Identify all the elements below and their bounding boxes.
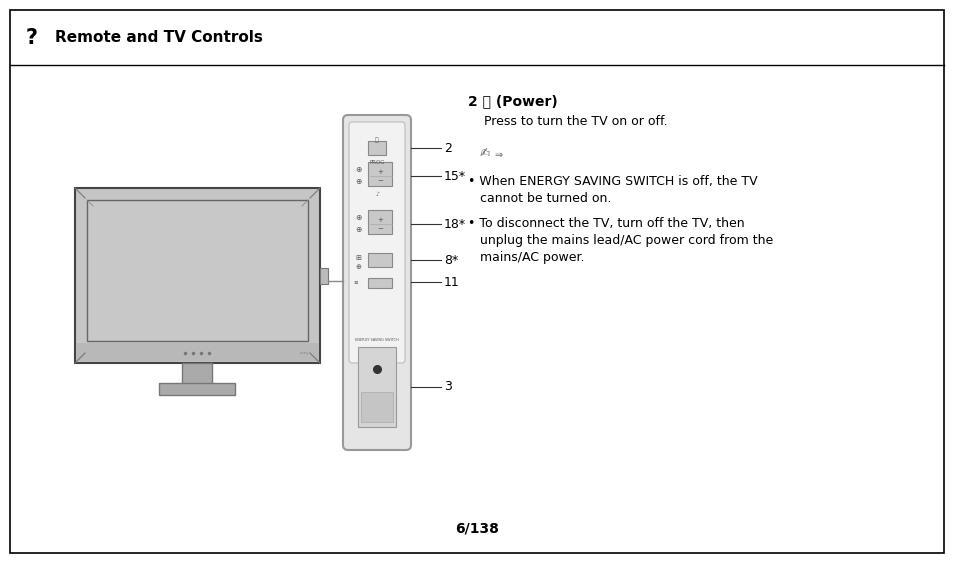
Text: 2 ⏻ (Power): 2 ⏻ (Power) <box>468 94 558 108</box>
Text: 6/138: 6/138 <box>455 521 498 535</box>
Text: sony: sony <box>300 351 310 355</box>
Bar <box>368 278 392 288</box>
Text: +: + <box>376 217 382 223</box>
Text: ⊞: ⊞ <box>355 255 360 261</box>
Text: 3: 3 <box>443 381 452 394</box>
Text: ⊕: ⊕ <box>355 264 360 270</box>
Text: +: + <box>376 169 382 175</box>
Text: 2: 2 <box>443 141 452 154</box>
Text: 18*: 18* <box>443 217 466 230</box>
Text: ⏻: ⏻ <box>375 137 378 143</box>
Bar <box>182 363 212 385</box>
Bar <box>319 268 328 284</box>
Text: ≡: ≡ <box>354 279 358 284</box>
Text: • When ENERGY SAVING SWITCH is off, the TV: • When ENERGY SAVING SWITCH is off, the … <box>468 175 757 188</box>
Text: ENERGY SAVING SWITCH: ENERGY SAVING SWITCH <box>355 338 398 342</box>
Text: cannot be turned on.: cannot be turned on. <box>468 192 611 205</box>
Bar <box>368 141 386 155</box>
Text: mains/AC power.: mains/AC power. <box>468 251 584 264</box>
Text: ⊕: ⊕ <box>355 176 361 185</box>
Bar <box>368 162 392 186</box>
Text: ⊕: ⊕ <box>355 225 361 234</box>
Text: ⊕: ⊕ <box>355 212 361 221</box>
Text: −: − <box>376 226 382 232</box>
Text: ?: ? <box>26 28 38 48</box>
Text: unplug the mains lead/AC power cord from the: unplug the mains lead/AC power cord from… <box>468 234 773 247</box>
Text: −: − <box>376 178 382 184</box>
Bar <box>357 347 395 427</box>
Text: 15*: 15* <box>443 169 466 182</box>
FancyBboxPatch shape <box>75 188 319 363</box>
Bar <box>360 392 393 422</box>
FancyBboxPatch shape <box>349 122 405 363</box>
Text: 8*: 8* <box>443 253 457 266</box>
Text: Press to turn the TV on or off.: Press to turn the TV on or off. <box>483 115 667 128</box>
Text: 11: 11 <box>443 275 459 288</box>
Text: ♪: ♪ <box>375 191 378 196</box>
Text: ⇒: ⇒ <box>494 150 501 160</box>
Bar <box>159 383 234 395</box>
Text: • To disconnect the TV, turn off the TV, then: • To disconnect the TV, turn off the TV,… <box>468 217 744 230</box>
Text: PROG: PROG <box>369 159 384 164</box>
Text: Remote and TV Controls: Remote and TV Controls <box>55 30 263 46</box>
FancyBboxPatch shape <box>343 115 411 450</box>
Bar <box>368 210 392 234</box>
Bar <box>368 253 392 267</box>
Bar <box>76 343 318 361</box>
Text: ✍: ✍ <box>479 147 490 160</box>
Bar <box>87 200 308 341</box>
Text: ⊕: ⊕ <box>355 164 361 173</box>
